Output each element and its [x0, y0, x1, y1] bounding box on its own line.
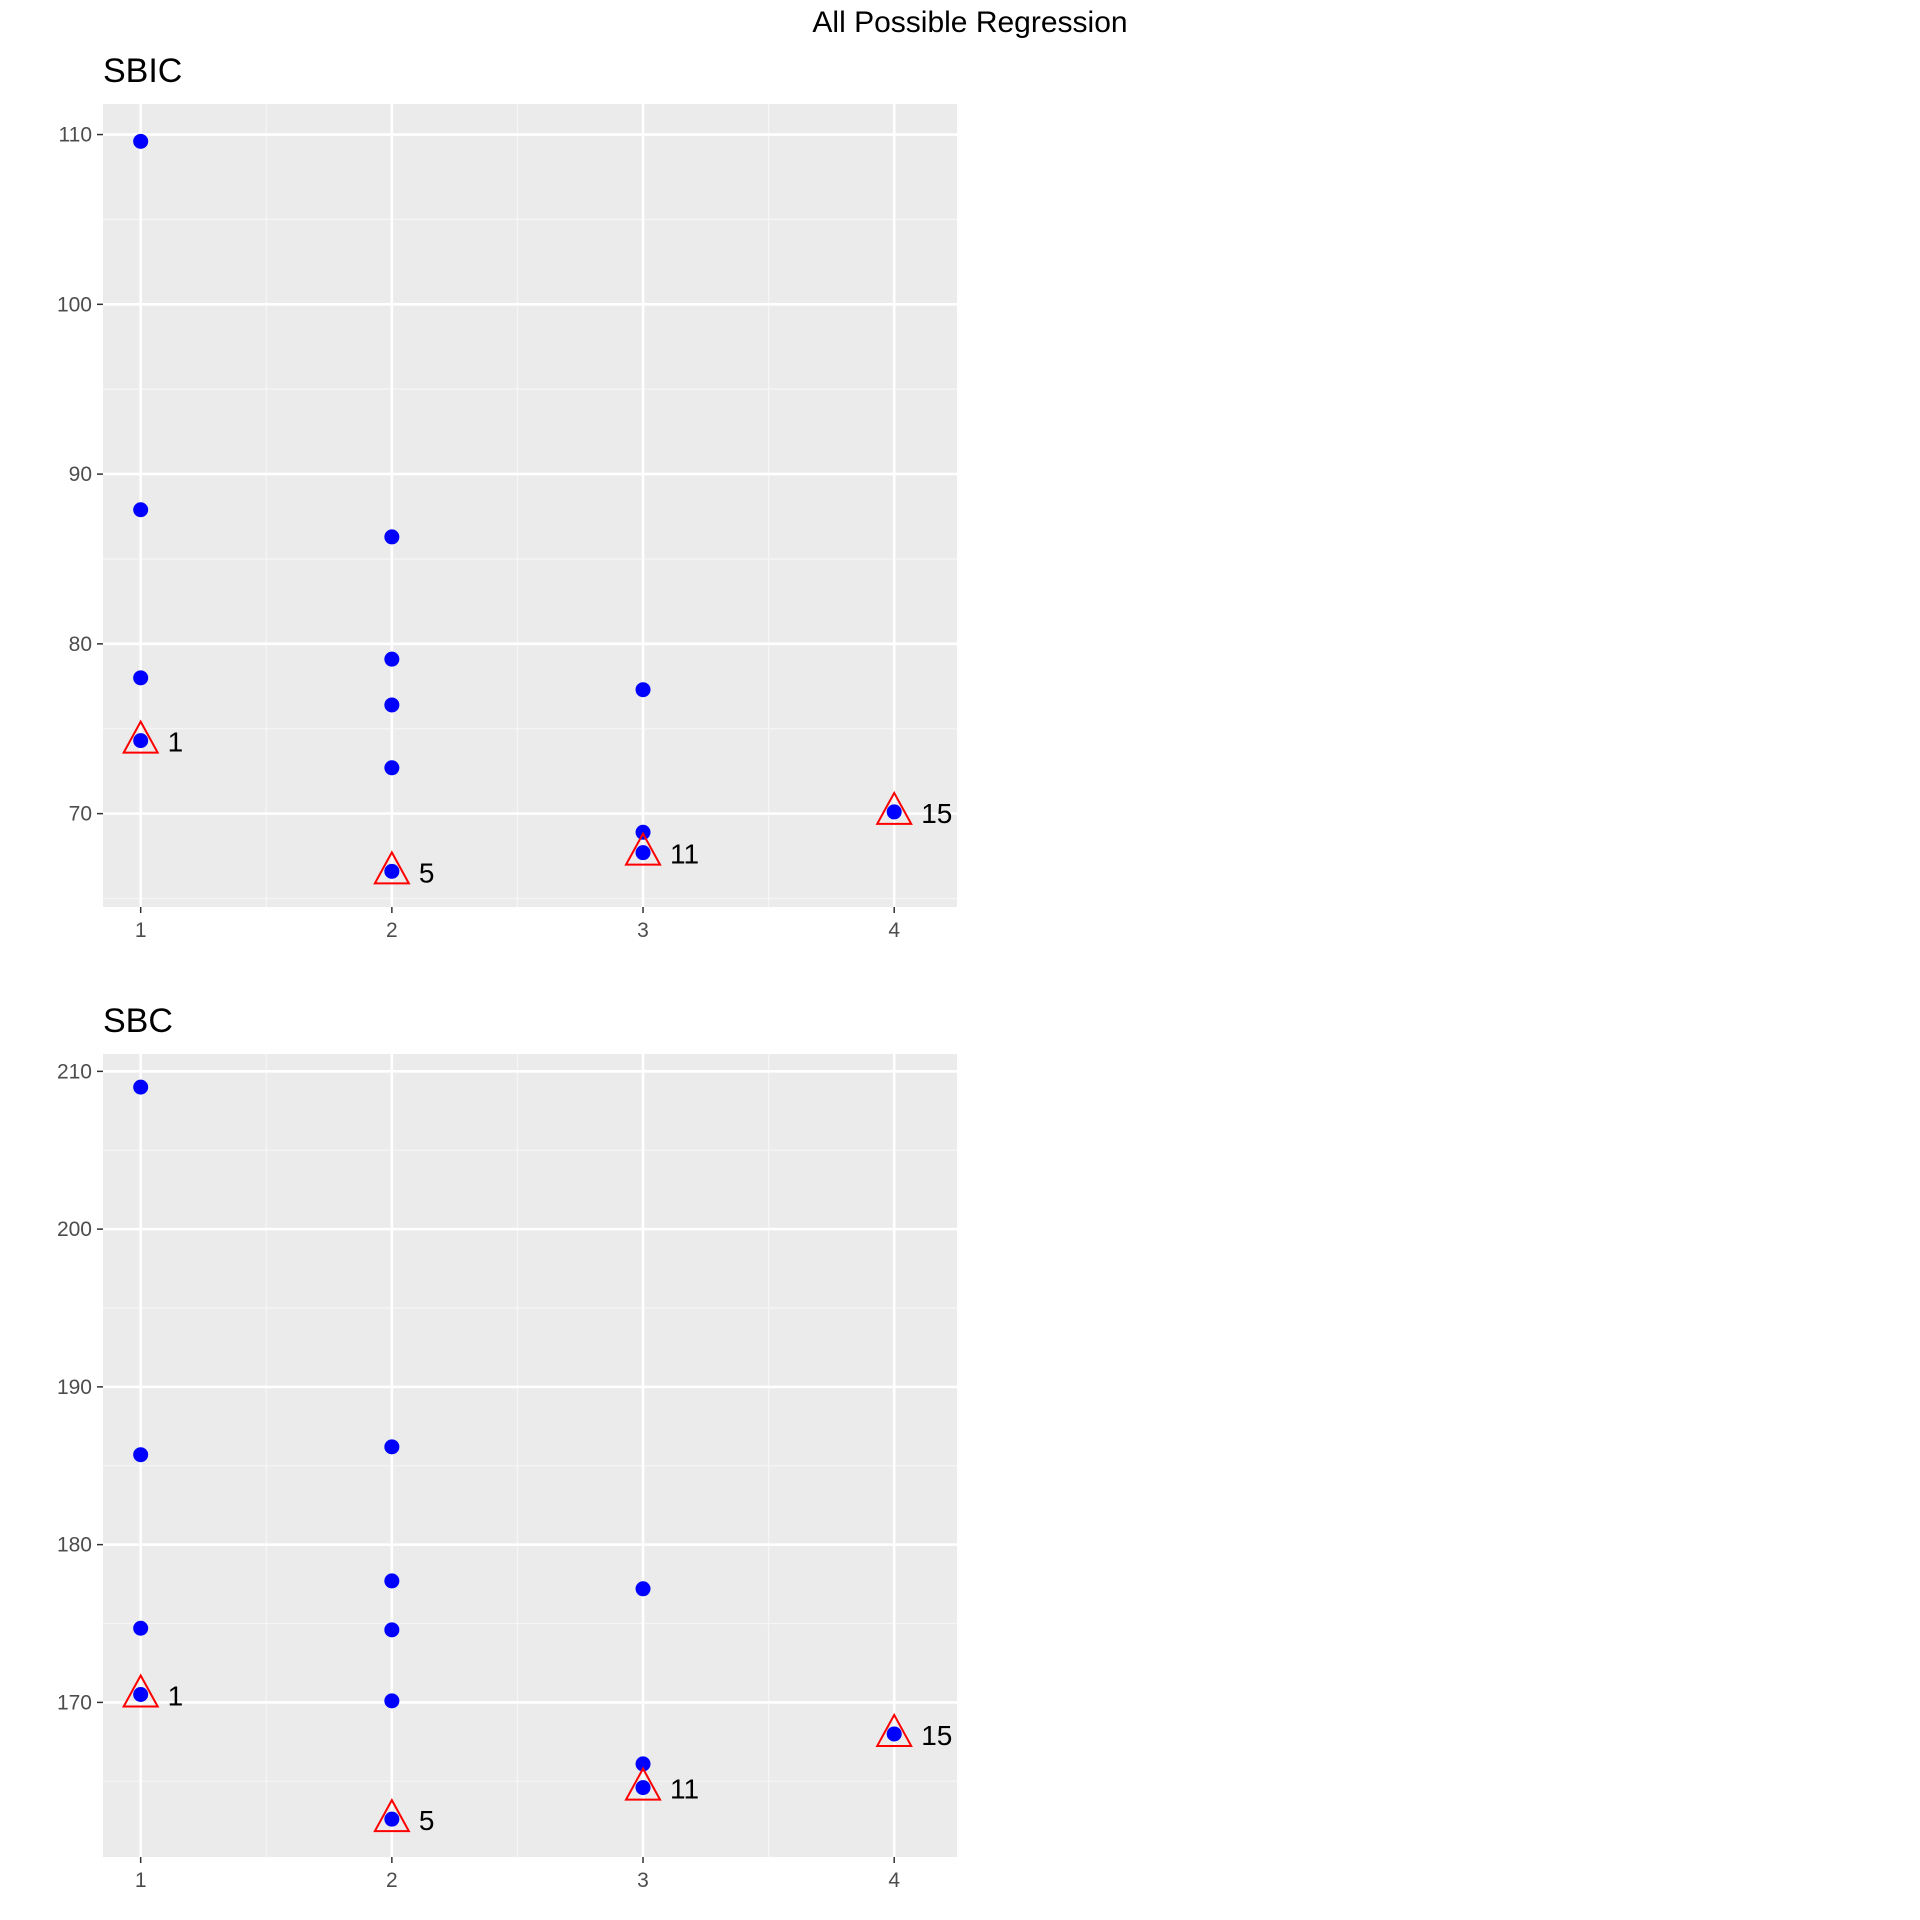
highlight-triangle: [373, 1798, 411, 1833]
y-tick-label: 90: [69, 463, 92, 486]
data-point: [635, 1756, 651, 1772]
data-point: [384, 529, 400, 545]
highlight-label: 5: [419, 1805, 435, 1836]
y-tick-label: 110: [59, 124, 92, 147]
highlight-label: 1: [168, 727, 184, 758]
highlight-label: 15: [921, 798, 952, 829]
highlight-label: 5: [419, 857, 435, 888]
y-tick-label: 180: [57, 1534, 92, 1557]
data-point: [635, 1581, 651, 1597]
x-tick-label: 2: [386, 919, 398, 942]
highlight-triangle: [373, 850, 411, 885]
data-point: [886, 1726, 902, 1742]
y-tick-label: 190: [57, 1376, 92, 1399]
data-point: [635, 845, 651, 861]
data-point: [133, 733, 149, 749]
highlight-triangle: [121, 719, 160, 754]
x-tick-label: 3: [637, 1869, 649, 1892]
data-point: [635, 682, 651, 698]
data-point: [384, 1622, 400, 1638]
data-point: [384, 1573, 400, 1589]
data-point: [384, 760, 400, 776]
y-tick-label: 170: [57, 1691, 92, 1714]
data-point: [133, 1620, 149, 1636]
x-tick-label: 3: [637, 919, 649, 942]
data-point: [133, 502, 149, 518]
data-point: [635, 1780, 651, 1796]
data-point: [384, 651, 400, 667]
data-point: [384, 1811, 400, 1827]
data-point: [384, 863, 400, 879]
y-tick-label: 80: [69, 633, 92, 656]
x-tick-label: 2: [386, 1869, 398, 1892]
data-point: [384, 697, 400, 713]
panel-background: [103, 1054, 957, 1857]
highlight-triangle: [624, 831, 662, 866]
data-point: [133, 1079, 149, 1095]
highlight-triangle: [624, 1766, 662, 1801]
panel-title: SBIC: [103, 52, 182, 90]
panel-background: [103, 104, 957, 907]
x-tick-label: 1: [135, 919, 147, 942]
x-tick-label: 4: [888, 1869, 900, 1892]
data-point: [133, 670, 149, 686]
data-point: [384, 1693, 400, 1709]
highlight-label: 11: [670, 839, 699, 870]
highlight-label: 15: [921, 1720, 952, 1751]
y-tick-label: 200: [57, 1218, 92, 1241]
data-point: [133, 133, 149, 149]
highlight-triangle: [875, 790, 913, 825]
highlight-label: 11: [670, 1774, 699, 1805]
y-tick-label: 210: [57, 1060, 92, 1083]
y-tick-label: 100: [57, 293, 92, 316]
highlight-triangle: [875, 1712, 913, 1747]
x-tick-label: 1: [135, 1869, 147, 1892]
panel-title: SBC: [103, 1002, 173, 1040]
highlight-triangle: [121, 1673, 160, 1708]
x-tick-label: 4: [888, 919, 900, 942]
y-tick-label: 70: [69, 803, 92, 826]
data-point: [886, 804, 902, 820]
highlight-label: 1: [168, 1681, 184, 1712]
figure-title: All Possible Regression: [812, 6, 1127, 39]
data-point: [133, 1447, 149, 1463]
data-point: [133, 1687, 149, 1703]
data-point: [384, 1439, 400, 1455]
